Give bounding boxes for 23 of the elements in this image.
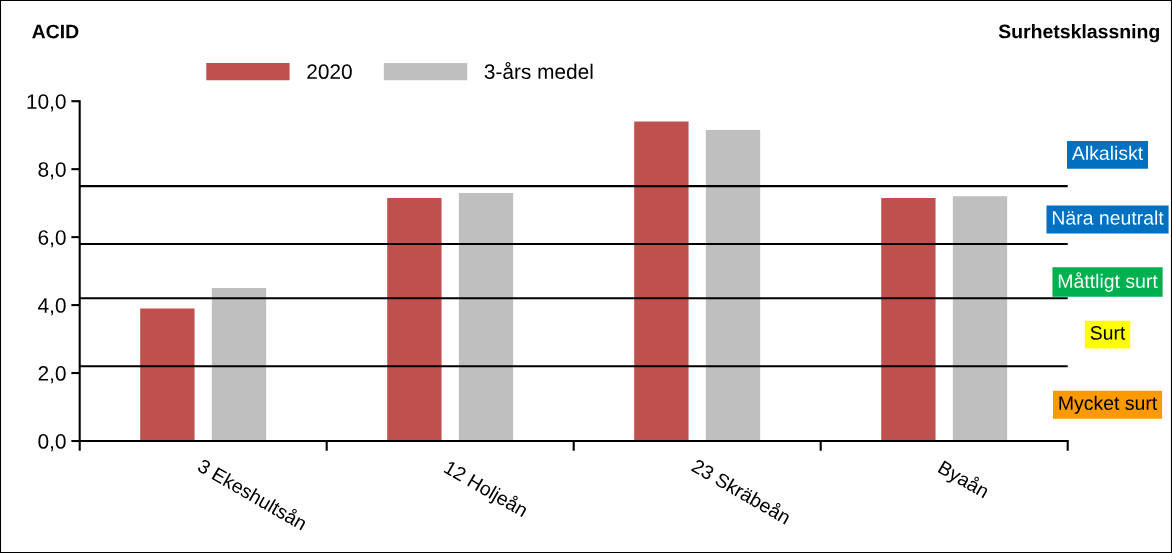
text: Surt: [1090, 326, 1126, 340]
y-tick-label: 8,0: [38, 162, 66, 180]
bar: [634, 121, 689, 442]
bar: [140, 308, 195, 442]
bar: [952, 196, 1008, 442]
chart-title: ACID: [32, 24, 79, 39]
y-tick-label: 10,0: [27, 94, 66, 112]
bar: [881, 198, 936, 442]
annotation: Måttligt surt: [1058, 272, 1158, 292]
bar: [211, 288, 267, 442]
y-tick-label: 4,0: [38, 298, 66, 316]
bar: [458, 192, 514, 442]
legend-label: 2020: [307, 64, 352, 80]
y-tick-label: 2,0: [38, 366, 66, 384]
annotation: Nära neutralt: [1052, 210, 1164, 225]
annotation: Mycket surt: [1059, 395, 1158, 414]
bar: [387, 198, 442, 442]
y-tick-label: 0,0: [38, 434, 66, 452]
text: Alkaliskt: [1071, 145, 1144, 161]
text: Surhetsklassning: [998, 24, 1159, 43]
y-tick-label: 6,0: [38, 230, 66, 248]
legend-label: 3-års medel: [484, 62, 593, 80]
bar: [705, 130, 761, 442]
